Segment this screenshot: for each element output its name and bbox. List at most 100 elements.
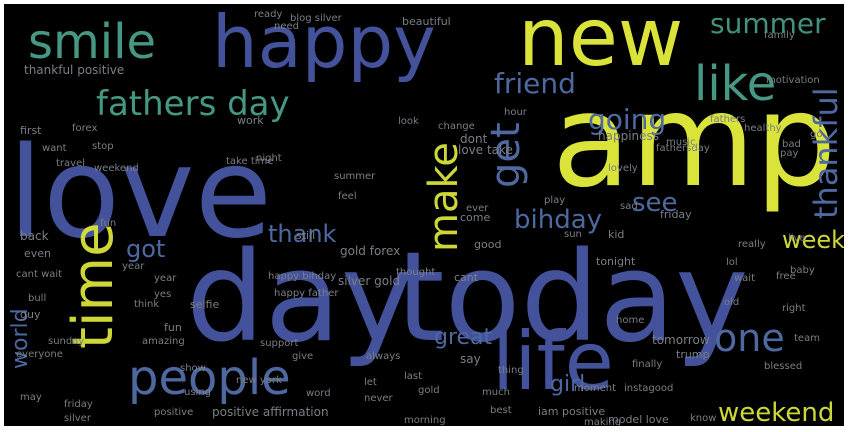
word-bihday: bihday xyxy=(514,205,603,235)
word-year: year xyxy=(154,273,177,284)
word-year: year xyxy=(122,261,145,272)
word-week: week xyxy=(782,226,844,254)
word-thing: thing xyxy=(498,365,524,376)
word-friday: friday xyxy=(64,399,93,410)
word-cloud: love amp today day happy new life time smile peop… xyxy=(4,4,844,426)
word-positive: positive xyxy=(154,407,194,418)
word-silver-gold: silver gold xyxy=(338,274,401,288)
word-cant-wait: cant wait xyxy=(16,269,63,280)
word-fathersday: fathersday xyxy=(656,143,710,154)
word-old: old xyxy=(724,297,740,308)
word-thankful: thankful xyxy=(807,87,844,219)
word-free: free xyxy=(776,271,796,282)
word-play: play xyxy=(544,195,566,206)
word-come: come xyxy=(460,211,491,224)
word-fun: fun xyxy=(164,321,182,334)
word-model-love: model love xyxy=(608,413,669,426)
word-motivation: motivation xyxy=(766,75,820,86)
word-like: like xyxy=(694,56,777,112)
word-got: got xyxy=(126,235,166,263)
word-lovely: lovely xyxy=(608,163,638,174)
word-positive-affirmation: positive affirmation xyxy=(212,405,329,419)
word-making: making xyxy=(584,417,622,427)
word-one: one xyxy=(714,316,785,360)
word-see: see xyxy=(632,188,678,218)
word-happy: happy xyxy=(212,4,436,84)
word-summer: summer xyxy=(710,7,826,40)
word-finally: finally xyxy=(632,359,663,370)
word-new: new xyxy=(518,4,684,84)
word-travel: travel xyxy=(56,158,86,169)
word-sunday: sunday xyxy=(48,336,85,347)
word-instagood: instagood xyxy=(624,383,674,394)
word-always: always xyxy=(366,351,401,362)
word-selfie: selfie xyxy=(190,298,220,311)
word-make: make xyxy=(421,142,467,252)
word-life: life xyxy=(492,315,614,408)
word-night: night xyxy=(256,153,282,164)
word-word: word xyxy=(306,388,331,399)
word-work: work xyxy=(237,114,264,127)
word-day: day xyxy=(186,226,415,370)
word-sad: sad xyxy=(620,201,638,212)
word-dont: dont xyxy=(460,132,488,146)
word-bad: bad xyxy=(782,139,801,150)
word-thank: thank xyxy=(268,220,337,248)
word-really: really xyxy=(738,239,766,250)
word-friday: friday xyxy=(660,208,692,221)
word-first: first xyxy=(20,124,42,137)
word-ever: ever xyxy=(466,203,489,214)
word-go: go xyxy=(810,129,823,140)
word-best: best xyxy=(490,405,512,416)
word-team: team xyxy=(794,333,820,344)
word-bull: bull xyxy=(28,293,47,304)
word-weekend: weekend xyxy=(94,163,139,174)
word-happy-father: happy father xyxy=(274,288,339,299)
word-moment: moment xyxy=(574,383,617,394)
word-iam-positive: iam positive xyxy=(538,405,606,418)
word-love-take: love take xyxy=(458,143,513,157)
word-morning: morning xyxy=(404,415,446,426)
word-smile: smile xyxy=(28,14,156,70)
word-happiness: happiness xyxy=(598,129,660,143)
word-fun: fun xyxy=(100,218,117,229)
word-forex: forex xyxy=(72,123,98,134)
word-summer: summer xyxy=(334,171,376,182)
word-blog-silver: blog silver xyxy=(290,13,342,24)
word-much: much xyxy=(482,387,510,398)
word-support: support xyxy=(260,338,299,349)
word-time: time xyxy=(61,222,126,349)
word-change: change xyxy=(438,121,475,132)
word-home: home xyxy=(616,315,645,326)
word-amp: amp xyxy=(552,67,837,216)
word-even: even xyxy=(24,247,52,260)
word-give: give xyxy=(292,351,314,362)
word-baby: baby xyxy=(790,265,815,276)
word-sun: sun xyxy=(564,229,582,240)
word-blessed: blessed xyxy=(764,361,803,372)
word-friend: friend xyxy=(494,67,576,100)
word-new-york: new york xyxy=(236,375,282,386)
word-trump: trump xyxy=(676,348,710,361)
word-hour: hour xyxy=(504,107,527,118)
word-look: look xyxy=(398,116,419,127)
word-need: need xyxy=(274,21,299,32)
word-happy-bihday: happy bihday xyxy=(268,271,337,282)
word-thankful-positive: thankful positive xyxy=(24,63,125,77)
word-stop: stop xyxy=(92,141,114,152)
word-gold-forex: gold forex xyxy=(340,244,401,258)
word-want: want xyxy=(42,143,67,154)
word-right: right xyxy=(782,303,806,314)
word-feel: feel xyxy=(338,191,357,202)
word-love: love xyxy=(8,119,273,266)
word-take-time: take time xyxy=(226,156,274,167)
word-back: back xyxy=(20,229,49,243)
word-yes: yes xyxy=(154,289,172,300)
word-girl: girl xyxy=(550,372,586,397)
word-silver: silver xyxy=(64,413,91,424)
word-family: family xyxy=(764,30,795,41)
word-pay: pay xyxy=(780,148,799,159)
word-wait: wait xyxy=(734,273,756,284)
word-say: say xyxy=(460,352,481,366)
word-beautiful: beautiful xyxy=(402,15,451,28)
